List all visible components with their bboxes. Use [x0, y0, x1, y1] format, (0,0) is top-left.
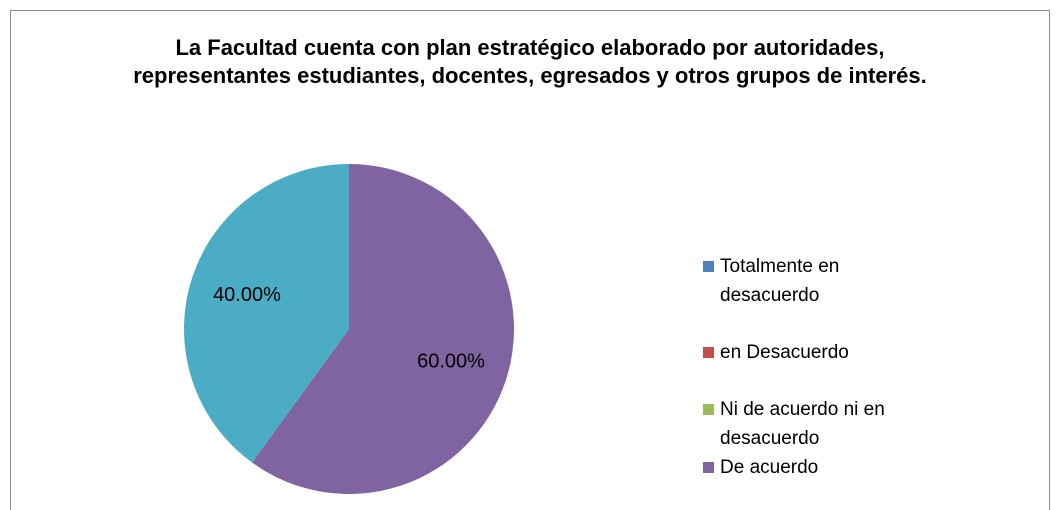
- legend-item: en Desacuerdo: [703, 338, 903, 367]
- legend-item: Totalmente en desacuerdo: [703, 252, 903, 310]
- legend-label: en Desacuerdo: [720, 342, 849, 363]
- pie-slice: [252, 164, 514, 494]
- legend-label: De acuerdo: [720, 457, 819, 478]
- legend-label: Ni de acuerdo ni en desacuerdo: [720, 399, 885, 449]
- legend-swatch: [703, 462, 714, 473]
- pie-slice: [184, 164, 349, 463]
- legend-swatch: [703, 404, 714, 415]
- data-label: 60.00%: [417, 350, 485, 372]
- legend-swatch: [703, 347, 714, 358]
- chart-title: La Facultad cuenta con plan estratégico …: [133, 35, 927, 88]
- data-label: 40.00%: [213, 284, 281, 306]
- legend-label: Totalmente en desacuerdo: [720, 256, 840, 306]
- legend: Totalmente en desacuerdo en Desacuerdo Ni …: [703, 252, 903, 510]
- legend-item: Ni de acuerdo ni en desacuerdo: [703, 395, 903, 453]
- legend-swatch: [703, 261, 714, 272]
- legend-item: De acuerdo: [703, 453, 903, 482]
- chart-frame: [10, 10, 1050, 510]
